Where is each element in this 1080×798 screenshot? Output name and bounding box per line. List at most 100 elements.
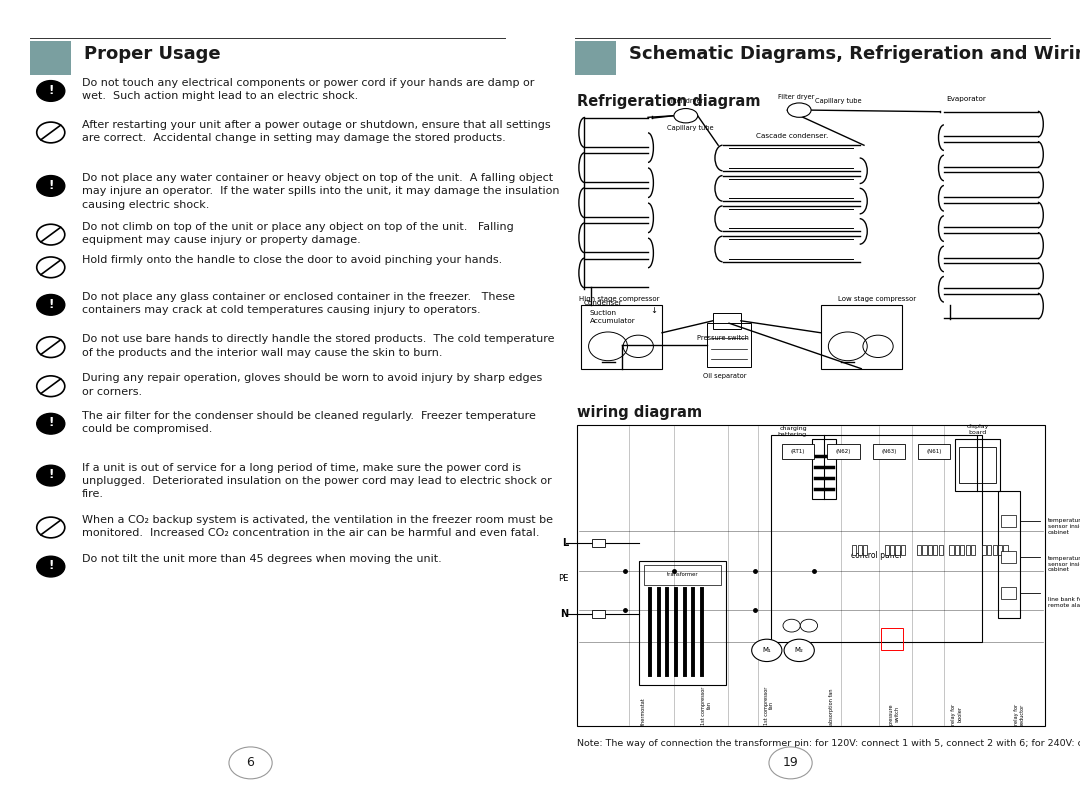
FancyBboxPatch shape: [922, 545, 927, 555]
Circle shape: [783, 619, 800, 632]
FancyBboxPatch shape: [885, 545, 889, 555]
FancyBboxPatch shape: [1001, 551, 1016, 563]
Text: Condenser: Condenser: [583, 300, 622, 306]
Text: Do not place any water container or heavy object on top of the unit.  A falling : Do not place any water container or heav…: [82, 173, 559, 210]
Text: After restarting your unit after a power outage or shutdown, ensure that all set: After restarting your unit after a power…: [82, 120, 551, 143]
Text: Do not climb on top of the unit or place any object on top of the unit.   Fallin: Do not climb on top of the unit or place…: [82, 222, 514, 245]
Text: L: L: [562, 538, 568, 547]
Text: Do not touch any electrical components or power cord if your hands are damp or
w: Do not touch any electrical components o…: [82, 78, 535, 101]
Text: Do not place any glass container or enclosed container in the freezer.   These
c: Do not place any glass container or encl…: [82, 292, 515, 315]
Text: ↓: ↓: [651, 306, 658, 315]
Text: Low stage compressor: Low stage compressor: [838, 296, 916, 302]
Text: During any repair operation, gloves should be worn to avoid injury by sharp edge: During any repair operation, gloves shou…: [82, 373, 542, 397]
Text: relay for
reductor: relay for reductor: [1014, 703, 1025, 725]
Text: thermostat: thermostat: [642, 697, 646, 725]
Text: temperature
sensor inside
cabinet: temperature sensor inside cabinet: [1048, 519, 1080, 535]
FancyBboxPatch shape: [949, 545, 954, 555]
FancyBboxPatch shape: [998, 545, 1002, 555]
Text: (N61): (N61): [927, 449, 942, 454]
Text: line bank for
remote alarm: line bank for remote alarm: [1048, 597, 1080, 608]
FancyBboxPatch shape: [782, 444, 814, 459]
Circle shape: [800, 619, 818, 632]
FancyBboxPatch shape: [971, 545, 975, 555]
FancyBboxPatch shape: [1001, 515, 1016, 527]
FancyBboxPatch shape: [827, 444, 860, 459]
Text: PE: PE: [557, 574, 568, 583]
Text: 6: 6: [246, 757, 255, 769]
Circle shape: [37, 556, 65, 577]
Text: When a CO₂ backup system is activated, the ventilation in the freezer room must : When a CO₂ backup system is activated, t…: [82, 515, 553, 538]
Text: (N62): (N62): [836, 449, 851, 454]
Text: Do not use bare hands to directly handle the stored products.  The cold temperat: Do not use bare hands to directly handle…: [82, 334, 555, 358]
Text: control panel: control panel: [851, 551, 902, 559]
Text: Evaporator: Evaporator: [947, 96, 986, 102]
Bar: [575, 41, 616, 75]
Text: 1st compressor
fan: 1st compressor fan: [701, 686, 712, 725]
Text: Capillary tube: Capillary tube: [667, 125, 714, 132]
Text: 19: 19: [783, 757, 798, 769]
FancyBboxPatch shape: [1003, 545, 1008, 555]
FancyBboxPatch shape: [960, 545, 964, 555]
Text: wiring diagram: wiring diagram: [577, 405, 702, 421]
Circle shape: [769, 747, 812, 779]
FancyBboxPatch shape: [917, 545, 921, 555]
Text: pressure
switch: pressure switch: [889, 703, 900, 725]
FancyBboxPatch shape: [858, 545, 862, 555]
Text: !: !: [49, 298, 53, 310]
Text: Filter dryer: Filter dryer: [667, 97, 704, 104]
Circle shape: [37, 413, 65, 434]
Text: Accumulator: Accumulator: [590, 318, 635, 324]
FancyBboxPatch shape: [592, 610, 605, 618]
FancyBboxPatch shape: [993, 545, 997, 555]
Circle shape: [229, 747, 272, 779]
Text: If a unit is out of service for a long period of time, make sure the power cord : If a unit is out of service for a long p…: [82, 463, 552, 500]
FancyBboxPatch shape: [966, 545, 970, 555]
Text: !: !: [49, 559, 53, 572]
Text: Note: The way of connection the transformer pin: for 120V: connect 1 with 5, con: Note: The way of connection the transfor…: [577, 739, 1080, 748]
Text: !: !: [49, 179, 53, 192]
FancyBboxPatch shape: [1001, 587, 1016, 598]
Bar: [30, 41, 71, 75]
Text: Cascade condenser.: Cascade condenser.: [756, 132, 828, 139]
Text: Suction: Suction: [590, 310, 617, 316]
Ellipse shape: [674, 109, 698, 123]
Text: 1st compressor
fan: 1st compressor fan: [764, 686, 774, 725]
Text: N: N: [559, 610, 568, 619]
Circle shape: [37, 294, 65, 315]
Text: Filter dryer: Filter dryer: [778, 93, 814, 100]
Circle shape: [784, 639, 814, 662]
Text: The air filter for the condenser should be cleaned regularly.  Freezer temperatu: The air filter for the condenser should …: [82, 411, 536, 434]
Text: Do not tilt the unit more than 45 degrees when moving the unit.: Do not tilt the unit more than 45 degree…: [82, 554, 442, 564]
Text: High stage compressor: High stage compressor: [579, 296, 660, 302]
FancyBboxPatch shape: [592, 539, 605, 547]
FancyBboxPatch shape: [852, 545, 856, 555]
Text: Capillary tube: Capillary tube: [815, 97, 862, 104]
Ellipse shape: [787, 103, 811, 117]
FancyBboxPatch shape: [873, 444, 905, 459]
Text: relay for
booler: relay for booler: [951, 704, 962, 725]
FancyBboxPatch shape: [918, 444, 950, 459]
Text: transformer: transformer: [666, 572, 699, 577]
Circle shape: [37, 176, 65, 196]
Text: display
board: display board: [967, 424, 988, 435]
FancyBboxPatch shape: [890, 545, 894, 555]
FancyBboxPatch shape: [933, 545, 937, 555]
Text: absorption fan: absorption fan: [829, 688, 834, 725]
Text: Schematic Diagrams, Refrigeration and Wiring Diagram: Schematic Diagrams, Refrigeration and Wi…: [629, 45, 1080, 64]
FancyBboxPatch shape: [982, 545, 986, 555]
Text: (RT1): (RT1): [791, 449, 806, 454]
FancyBboxPatch shape: [928, 545, 932, 555]
Text: Pressure switch: Pressure switch: [697, 335, 748, 342]
FancyBboxPatch shape: [901, 545, 905, 555]
Text: temperature
sensor inside
cabinet: temperature sensor inside cabinet: [1048, 556, 1080, 572]
Text: !: !: [49, 417, 53, 429]
Text: M₁: M₁: [762, 647, 771, 654]
FancyBboxPatch shape: [863, 545, 867, 555]
Text: !: !: [49, 468, 53, 481]
FancyBboxPatch shape: [895, 545, 900, 555]
FancyBboxPatch shape: [939, 545, 943, 555]
FancyBboxPatch shape: [955, 545, 959, 555]
Circle shape: [752, 639, 782, 662]
Text: Hold firmly onto the handle to close the door to avoid pinching your hands.: Hold firmly onto the handle to close the…: [82, 255, 502, 265]
Text: M₂: M₂: [795, 647, 804, 654]
